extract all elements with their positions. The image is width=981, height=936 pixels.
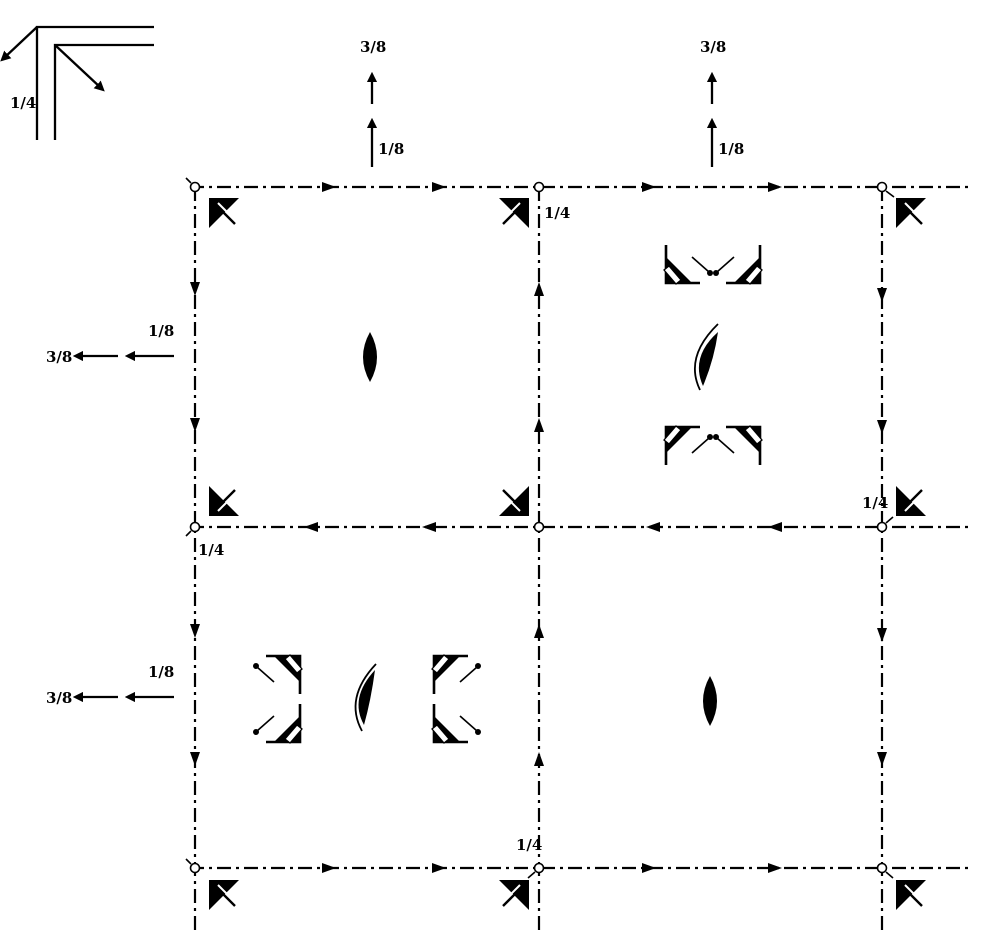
arrowhead [190,624,200,638]
twofold-axes [354,323,719,732]
arrowhead [534,418,544,432]
center-tick [885,516,894,524]
arrowhead [877,420,887,434]
center-tick [185,858,192,865]
center-tick [885,871,894,879]
arrowhead [322,182,336,192]
fraction-label: 1/8 [378,140,404,158]
corner-marker [894,878,928,912]
arrowhead [642,182,656,192]
center-tick [527,871,536,879]
height-labels: 1/4 3/8 1/8 3/8 1/8 3/8 1/8 3/8 1/8 1/4 … [10,38,888,854]
arrowhead [642,863,656,873]
motif [711,243,764,286]
motif [430,653,483,696]
arrowhead [534,752,544,766]
arrowhead [768,182,782,192]
corner-marker [497,484,531,518]
inversion-center-ticks [185,177,895,879]
fraction-label: 3/8 [46,348,72,366]
arrowhead [190,282,200,296]
fraction-label: 1/4 [516,836,542,854]
outer-axis-arrow [0,26,38,62]
arrowhead [422,522,436,532]
motif [662,424,715,467]
motif [711,424,764,467]
projection-axes [0,25,154,140]
center-tick [185,530,192,537]
fraction-label: 1/4 [862,494,888,512]
motif [251,653,304,696]
arrowhead [768,863,782,873]
arrowhead [877,288,887,302]
fraction-label: 3/8 [360,38,386,56]
motif [430,702,483,745]
corner-marker [497,196,531,230]
inversion-center [876,181,888,193]
arrowhead [190,418,200,432]
corner-markers [207,196,928,912]
fraction-label: 1/8 [148,322,174,340]
corner-marker [207,196,241,230]
corner-marker [894,196,928,230]
arrowhead [877,752,887,766]
inversion-center [876,862,888,874]
inversion-center [533,521,545,533]
fraction-label: 1/4 [198,541,224,559]
fraction-label: 1/8 [148,663,174,681]
corner-marker [207,484,241,518]
center-tick [185,177,192,184]
inversion-centers [189,181,888,874]
inversion-center [189,862,201,874]
glide-arrows [190,182,887,873]
inversion-center [533,862,545,874]
glide-lines [190,185,970,932]
inversion-center [189,181,201,193]
arrowhead [646,522,660,532]
fraction-label: 1/8 [718,140,744,158]
fraction-label: 3/8 [46,689,72,707]
arrowhead [534,624,544,638]
twofold-axis-lens [703,676,717,726]
arrowhead [768,522,782,532]
arrowhead [432,863,446,873]
arrowhead [432,182,446,192]
twofold-axis-lens [363,332,377,382]
inner-axis-arrow [54,44,105,92]
arrowhead [534,282,544,296]
corner-marker [894,484,928,518]
arrowhead [190,752,200,766]
translation-vectors [72,71,718,703]
screw-axis-lens [693,323,719,391]
fraction-label: 1/4 [544,204,570,222]
motif [251,702,304,745]
screw-axis-lens [354,663,377,732]
inversion-center [533,181,545,193]
inversion-center [189,521,201,533]
motif [662,243,715,286]
arrowhead [304,522,318,532]
fraction-label: 1/4 [10,94,36,112]
inversion-center [876,521,888,533]
corner-marker [497,878,531,912]
arrowhead [322,863,336,873]
center-tick [885,190,895,198]
corner-marker [207,878,241,912]
arrowhead [877,628,887,642]
fraction-label: 3/8 [700,38,726,56]
